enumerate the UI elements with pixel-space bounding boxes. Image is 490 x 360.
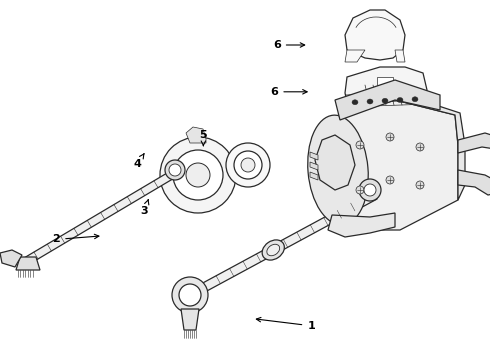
Ellipse shape — [241, 158, 255, 172]
Ellipse shape — [416, 181, 424, 189]
Polygon shape — [377, 77, 393, 110]
Polygon shape — [310, 162, 318, 170]
Polygon shape — [315, 135, 355, 190]
Polygon shape — [458, 133, 490, 153]
Ellipse shape — [397, 98, 403, 103]
Text: 2: 2 — [52, 234, 99, 244]
Text: 6: 6 — [270, 87, 307, 97]
Polygon shape — [310, 172, 318, 180]
Ellipse shape — [386, 133, 394, 141]
Text: 6: 6 — [273, 40, 305, 50]
Ellipse shape — [382, 98, 388, 103]
Ellipse shape — [359, 179, 381, 201]
Ellipse shape — [226, 143, 270, 187]
Polygon shape — [16, 257, 40, 270]
Ellipse shape — [169, 164, 181, 176]
Polygon shape — [423, 90, 435, 110]
Ellipse shape — [173, 150, 223, 200]
Ellipse shape — [352, 100, 358, 105]
Polygon shape — [310, 152, 318, 160]
Ellipse shape — [308, 115, 368, 225]
Polygon shape — [458, 170, 490, 195]
Polygon shape — [335, 80, 440, 120]
Text: 4: 4 — [133, 154, 144, 169]
Polygon shape — [395, 50, 405, 62]
Ellipse shape — [165, 160, 185, 180]
Ellipse shape — [179, 284, 201, 306]
Polygon shape — [181, 309, 199, 330]
Ellipse shape — [356, 186, 364, 194]
Ellipse shape — [160, 137, 236, 213]
Polygon shape — [0, 250, 22, 267]
Polygon shape — [345, 67, 427, 135]
Ellipse shape — [186, 163, 210, 187]
Polygon shape — [18, 167, 182, 269]
Polygon shape — [186, 127, 206, 143]
Polygon shape — [345, 50, 365, 62]
Text: 5: 5 — [199, 130, 207, 146]
Polygon shape — [328, 213, 395, 237]
Ellipse shape — [367, 99, 373, 104]
Polygon shape — [345, 10, 405, 60]
Ellipse shape — [172, 277, 208, 313]
Ellipse shape — [234, 151, 262, 179]
Ellipse shape — [416, 143, 424, 151]
Ellipse shape — [364, 184, 376, 196]
Polygon shape — [395, 95, 465, 200]
Ellipse shape — [412, 97, 418, 102]
Ellipse shape — [356, 141, 364, 149]
Ellipse shape — [386, 176, 394, 184]
Text: 3: 3 — [141, 200, 149, 216]
Polygon shape — [390, 125, 403, 139]
Ellipse shape — [262, 240, 284, 260]
Polygon shape — [363, 125, 375, 143]
Ellipse shape — [267, 244, 280, 256]
Polygon shape — [188, 191, 377, 299]
Polygon shape — [330, 100, 458, 230]
Text: 1: 1 — [256, 318, 315, 331]
